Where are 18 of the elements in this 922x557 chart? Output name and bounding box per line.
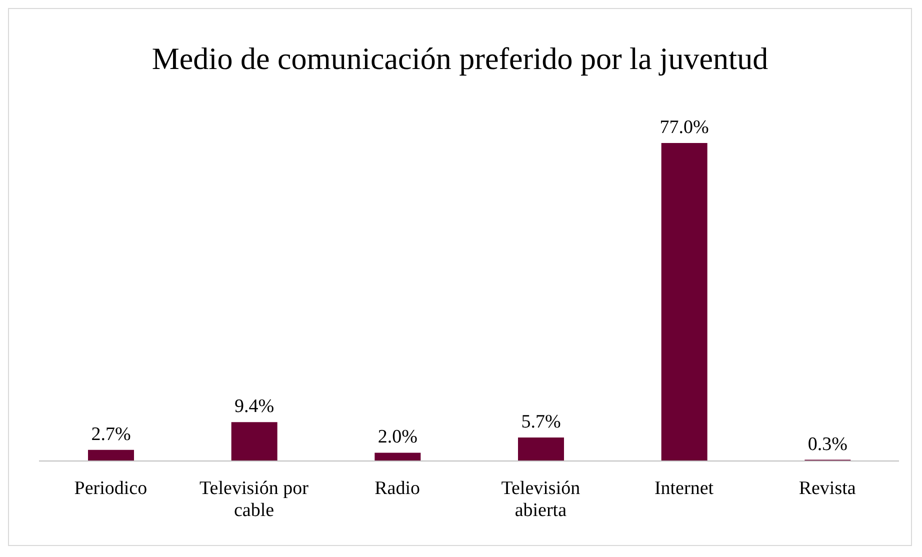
- bar: [374, 452, 421, 461]
- bar: [518, 437, 564, 461]
- bar: [231, 422, 278, 461]
- data-label: 9.4%: [234, 396, 274, 418]
- chart-title: Medio de comunicación preferido por la juventud: [150, 40, 770, 78]
- x-tick-label: Revista: [798, 478, 856, 500]
- data-label: 0.3%: [808, 434, 848, 455]
- bar: [661, 143, 708, 461]
- data-label: 5.7%: [521, 411, 561, 432]
- data-label: 2.7%: [91, 424, 131, 445]
- x-tick-label: Televisión por cable: [200, 478, 310, 521]
- x-tick-label: Televisión abierta: [501, 478, 581, 521]
- data-label: 77.0%: [660, 117, 710, 138]
- bar: [88, 450, 134, 461]
- x-tick-label: Radio: [374, 478, 420, 500]
- data-label: 2.0%: [378, 426, 418, 448]
- x-tick-label: Internet: [654, 478, 714, 500]
- x-tick-label: Periodico: [74, 478, 148, 500]
